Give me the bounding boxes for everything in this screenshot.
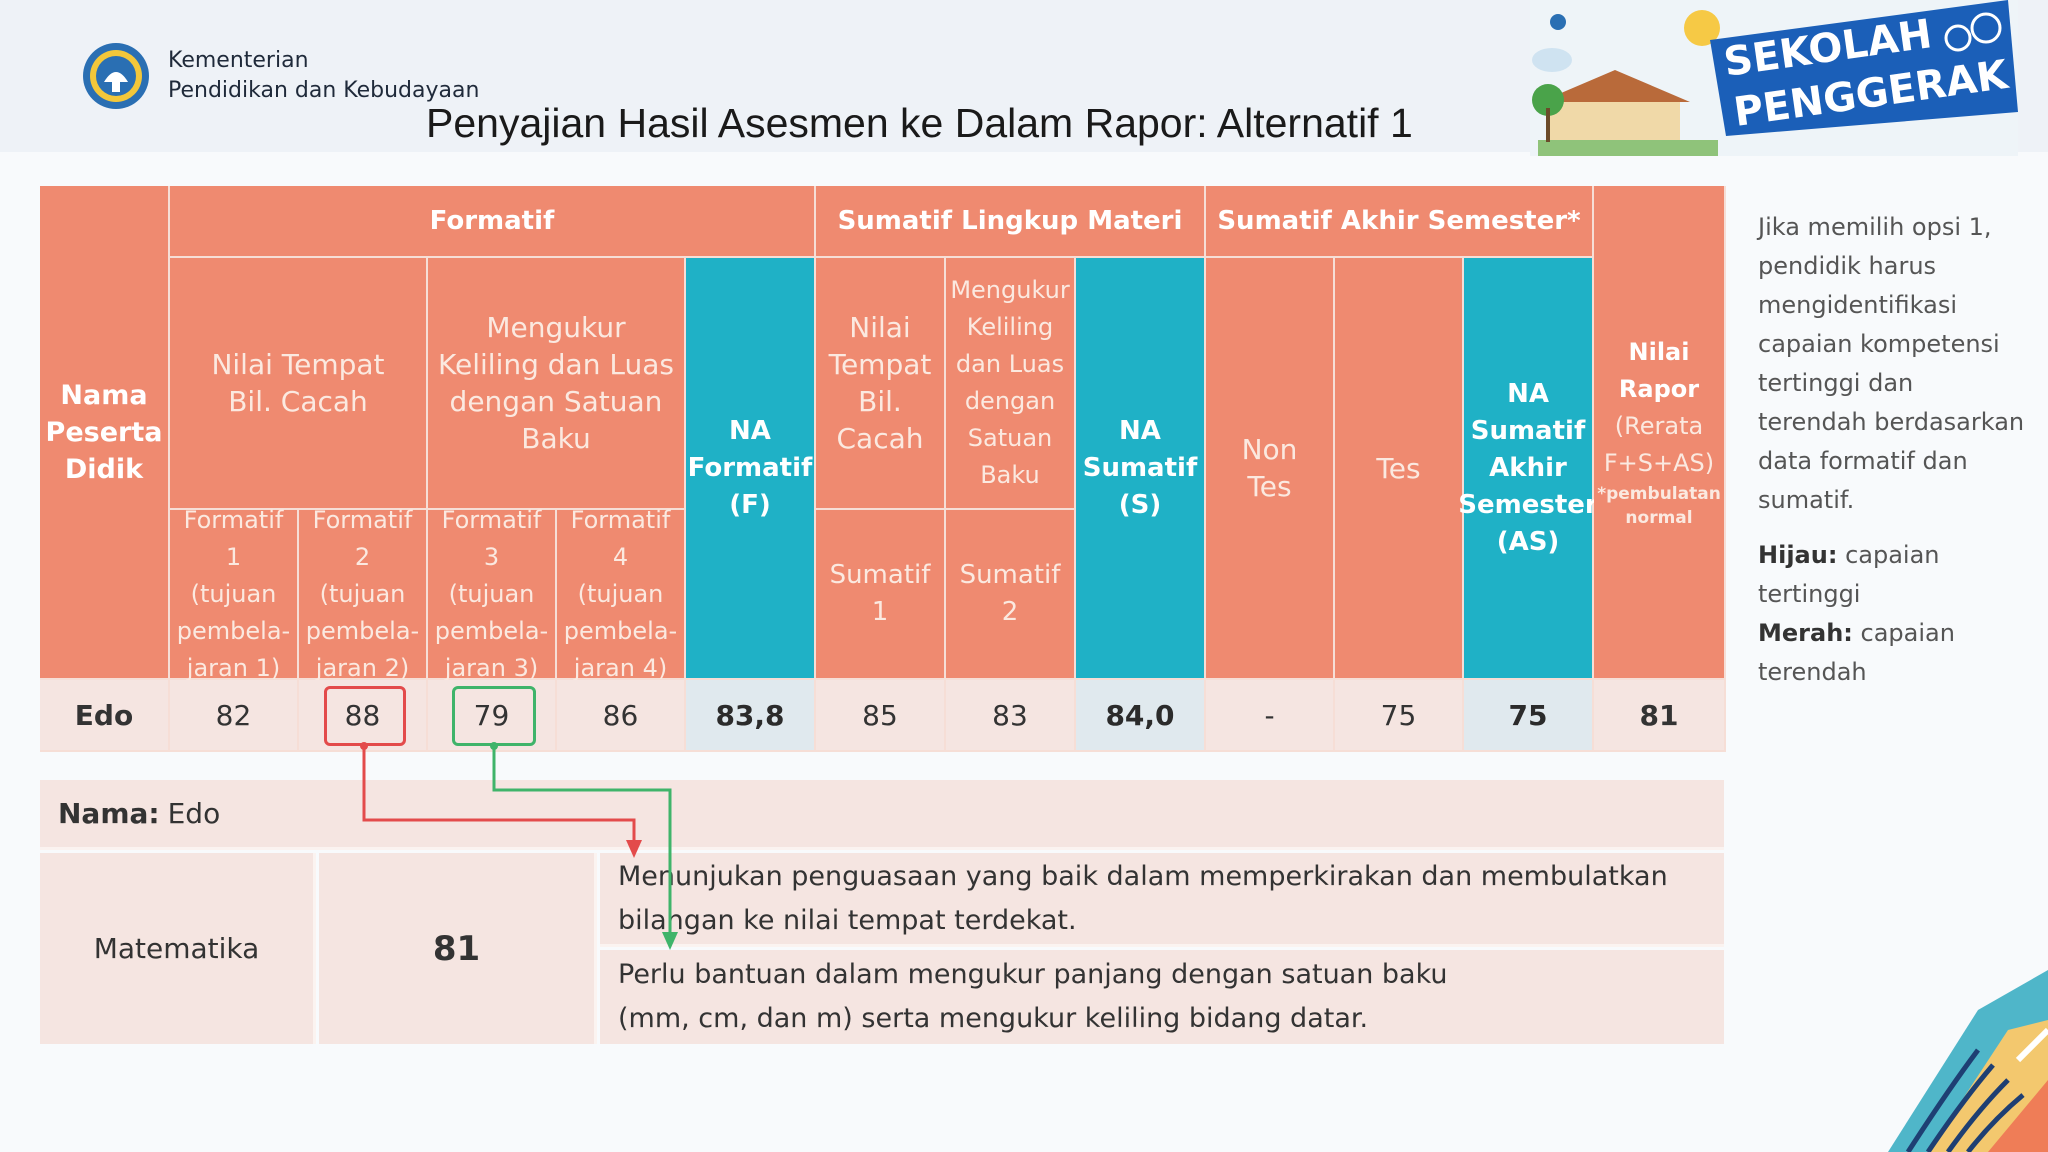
cell-tes: 75 bbox=[1335, 680, 1464, 752]
cell-na-formatif: 83,8 bbox=[686, 680, 816, 752]
sidebar-intro: Jika memilih opsi 1, pendidik harus meng… bbox=[1758, 213, 2025, 514]
header-formatif-4: Formatif 4 (tujuan pembela-jaran 4) bbox=[557, 506, 686, 682]
lowest-highlight-box bbox=[324, 686, 406, 746]
header-sumatif-2: Sumatif 2 bbox=[946, 510, 1076, 680]
header-sumatif-topic2: Mengukur Keliling dan Luas dengan Satuan Baku bbox=[946, 258, 1076, 510]
header-formatif-1: Formatif 1 (tujuan pembela-jaran 1) bbox=[170, 506, 299, 682]
summary-score: 81 bbox=[319, 853, 597, 1044]
cell-sumatif-2: 83 bbox=[946, 680, 1076, 752]
header-nama-peserta: Nama Peserta Didik bbox=[40, 186, 170, 680]
summary-desc-high: Menunjukan penguasaan yang baik dalam me… bbox=[600, 853, 1724, 947]
cell-formatif-2: 88 bbox=[299, 680, 428, 752]
page-title: Penyajian Hasil Asesmen ke Dalam Rapor: … bbox=[426, 100, 1413, 146]
highest-highlight-box bbox=[452, 686, 536, 746]
header-sumatif-akhir: Sumatif Akhir Semester* bbox=[1206, 186, 1594, 258]
summary-subject: Matematika bbox=[40, 853, 316, 1044]
header-formatif: Formatif bbox=[170, 186, 816, 258]
header-formatif-topic2: Mengukur Keliling dan Luas dengan Satuan Ba… bbox=[428, 258, 686, 510]
cell-na-sumatif: 84,0 bbox=[1076, 680, 1206, 752]
header-formatif-2: Formatif 2 (tujuan pembela-jaran 2) bbox=[299, 506, 428, 682]
header-nilai-rapor: Nilai Rapor (Rerata F+S+AS) *pembulatan … bbox=[1594, 186, 1726, 680]
cell-nilai-rapor: 81 bbox=[1594, 680, 1726, 752]
cell-na-sumatif-akhir: 75 bbox=[1464, 680, 1594, 752]
header-na-sumatif: NA Sumatif (S) bbox=[1076, 258, 1206, 680]
header-sumatif-lingkup: Sumatif Lingkup Materi bbox=[816, 186, 1206, 258]
legend-green: Hijau: capaian tertinggi bbox=[1758, 541, 1940, 608]
header-sumatif-1: Sumatif 1 bbox=[816, 510, 946, 680]
header-na-formatif: NA Formatif (F) bbox=[686, 258, 816, 680]
summary-desc-low: Perlu bantuan dalam mengukur panjang den… bbox=[600, 950, 1724, 1044]
row-name: Edo bbox=[40, 680, 170, 752]
summary-name-label: Nama: bbox=[58, 797, 160, 830]
decorative-corner-pattern bbox=[1888, 970, 2048, 1152]
cell-sumatif-1: 85 bbox=[816, 680, 946, 752]
header-tes: Tes bbox=[1335, 258, 1464, 680]
ministry-logo-icon bbox=[83, 43, 149, 109]
header-na-sumatif-akhir: NA Sumatif Akhir Semester (AS) bbox=[1458, 258, 1598, 680]
header-non-tes: Non Tes bbox=[1206, 258, 1335, 680]
summary-name-row: Nama: Edo bbox=[40, 780, 1724, 850]
summary-name-value: Edo bbox=[167, 797, 221, 830]
ministry-name: Kementerian Pendidikan dan Kebudayaan bbox=[168, 46, 479, 106]
rapor-note-line2: normal bbox=[1625, 508, 1693, 528]
cell-non-tes: - bbox=[1206, 680, 1335, 752]
sekolah-penggerak-badge: SEKOLAH PENGGERAK bbox=[1530, 0, 2018, 156]
cell-formatif-1: 82 bbox=[170, 680, 299, 752]
header-formatif-topic1: Nilai Tempat Bil. Cacah bbox=[170, 258, 428, 510]
header-sumatif-topic1: Nilai Tempat Bil. Cacah bbox=[816, 258, 946, 510]
assessment-table: Nama Peserta Didik Formatif Sumatif Lingku… bbox=[40, 186, 1726, 752]
header-formatif-3: Formatif 3 (tujuan pembela-jaran 3) bbox=[428, 506, 557, 682]
ministry-line1: Kementerian bbox=[168, 48, 309, 73]
rapor-note-line1: *pembulatan bbox=[1597, 484, 1721, 504]
report-summary: Nama: Edo Matematika 81 Menunjukan pengu… bbox=[40, 780, 1724, 1044]
legend-red: Merah: capaian terendah bbox=[1758, 619, 1955, 686]
sidebar-note: Jika memilih opsi 1, pendidik harus meng… bbox=[1758, 208, 2028, 692]
cell-formatif-4: 86 bbox=[557, 680, 686, 752]
ministry-line2: Pendidikan dan Kebudayaan bbox=[168, 78, 480, 103]
